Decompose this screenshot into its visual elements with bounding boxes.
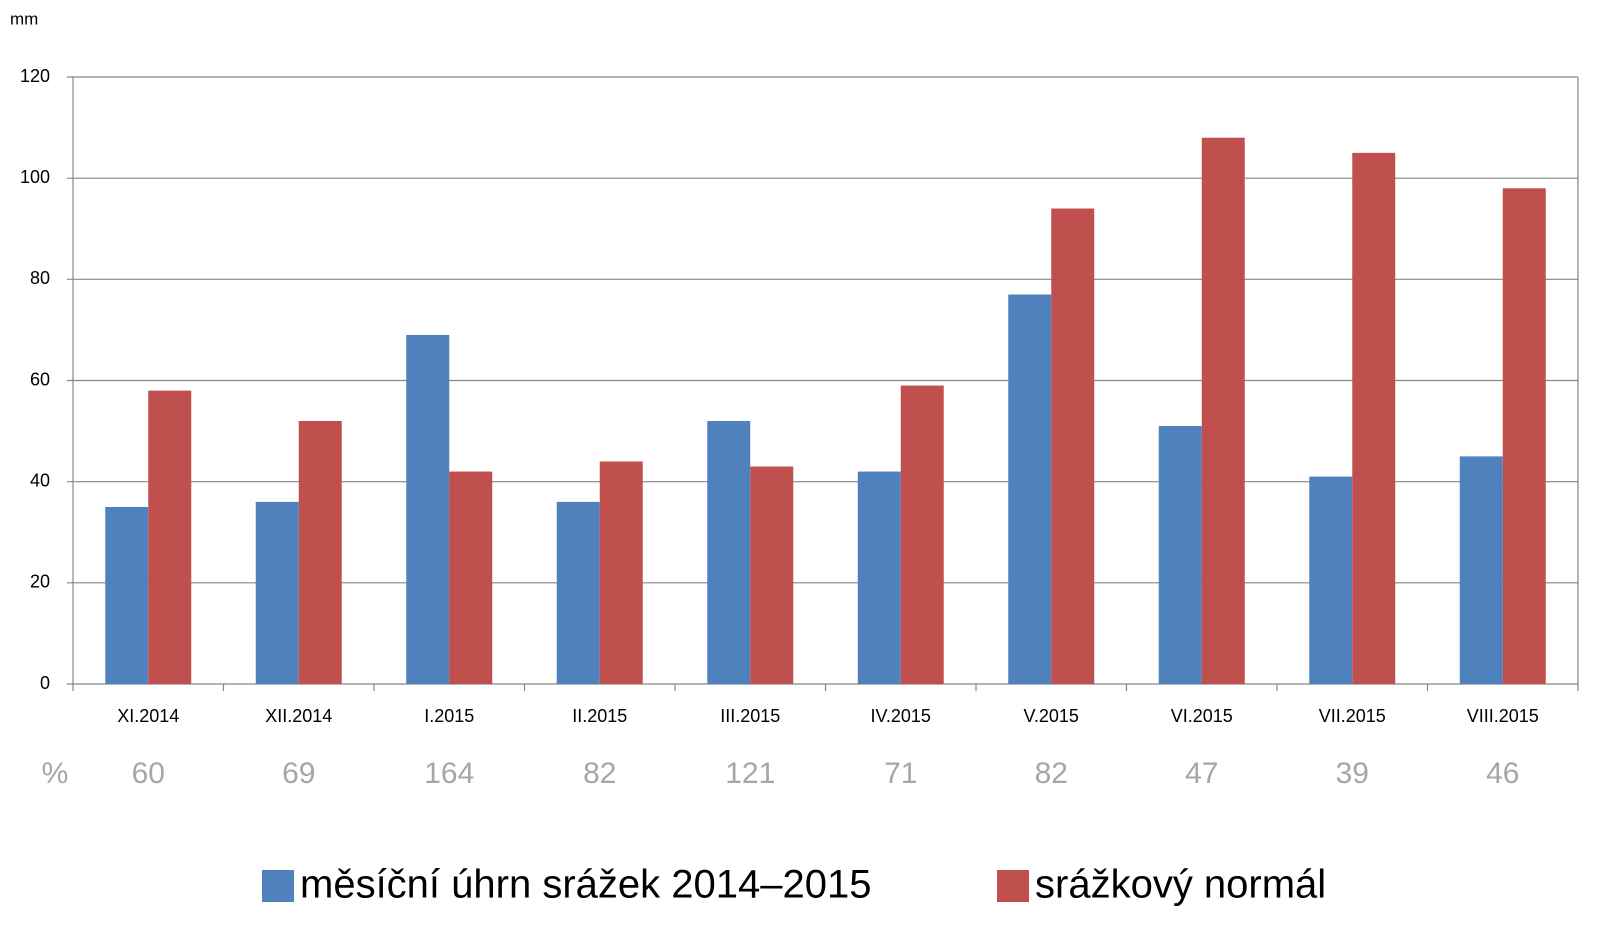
legend-swatch (997, 870, 1029, 902)
bar (1309, 476, 1353, 684)
bar (1051, 208, 1095, 684)
percent-value: 164 (424, 757, 474, 790)
bar (255, 501, 299, 684)
x-tick-label: XII.2014 (265, 706, 332, 726)
legend-label: srážkový normál (1035, 863, 1326, 907)
percent-value: 69 (282, 757, 315, 790)
legend-label: měsíční úhrn srážek 2014–2015 (300, 863, 871, 907)
percent-value: 46 (1486, 757, 1519, 790)
bar (1008, 294, 1052, 684)
bar (857, 471, 901, 684)
bar (1502, 188, 1546, 685)
bar (406, 334, 450, 684)
percent-value: 82 (583, 757, 616, 790)
x-tick-label: XI.2014 (117, 706, 179, 726)
percent-value: 47 (1185, 757, 1218, 790)
bar (1352, 152, 1396, 684)
y-tick-label: 100 (20, 167, 50, 187)
bar (750, 466, 794, 684)
percent-label: % (42, 757, 69, 790)
x-tick-label: VIII.2015 (1467, 706, 1539, 726)
y-tick-label: 0 (40, 673, 50, 693)
y-unit: mm (10, 9, 38, 28)
bar (1201, 137, 1245, 684)
bar (298, 420, 342, 684)
x-tick-label: I.2015 (424, 706, 474, 726)
percent-value: 121 (725, 757, 775, 790)
x-tick-label: VI.2015 (1171, 706, 1233, 726)
legend-swatch (262, 870, 294, 902)
bar (599, 461, 643, 684)
bar (148, 390, 192, 684)
x-tick-label: V.2015 (1024, 706, 1079, 726)
bar (900, 385, 944, 684)
bar (1158, 426, 1202, 684)
percent-value: 71 (884, 757, 917, 790)
bar (1459, 456, 1503, 684)
y-tick-label: 120 (20, 66, 50, 86)
bar (556, 501, 600, 684)
x-tick-label: IV.2015 (871, 706, 931, 726)
y-tick-label: 80 (30, 268, 50, 288)
bar (707, 420, 751, 684)
percent-value: 82 (1035, 757, 1068, 790)
bar (105, 506, 149, 684)
x-tick-label: III.2015 (720, 706, 780, 726)
x-tick-label: II.2015 (572, 706, 627, 726)
y-tick-label: 40 (30, 470, 50, 490)
percent-value: 60 (132, 757, 165, 790)
percent-value: 39 (1336, 757, 1369, 790)
y-tick-label: 60 (30, 369, 50, 389)
x-tick-label: VII.2015 (1319, 706, 1386, 726)
bar (449, 471, 493, 684)
y-tick-label: 20 (30, 572, 50, 592)
